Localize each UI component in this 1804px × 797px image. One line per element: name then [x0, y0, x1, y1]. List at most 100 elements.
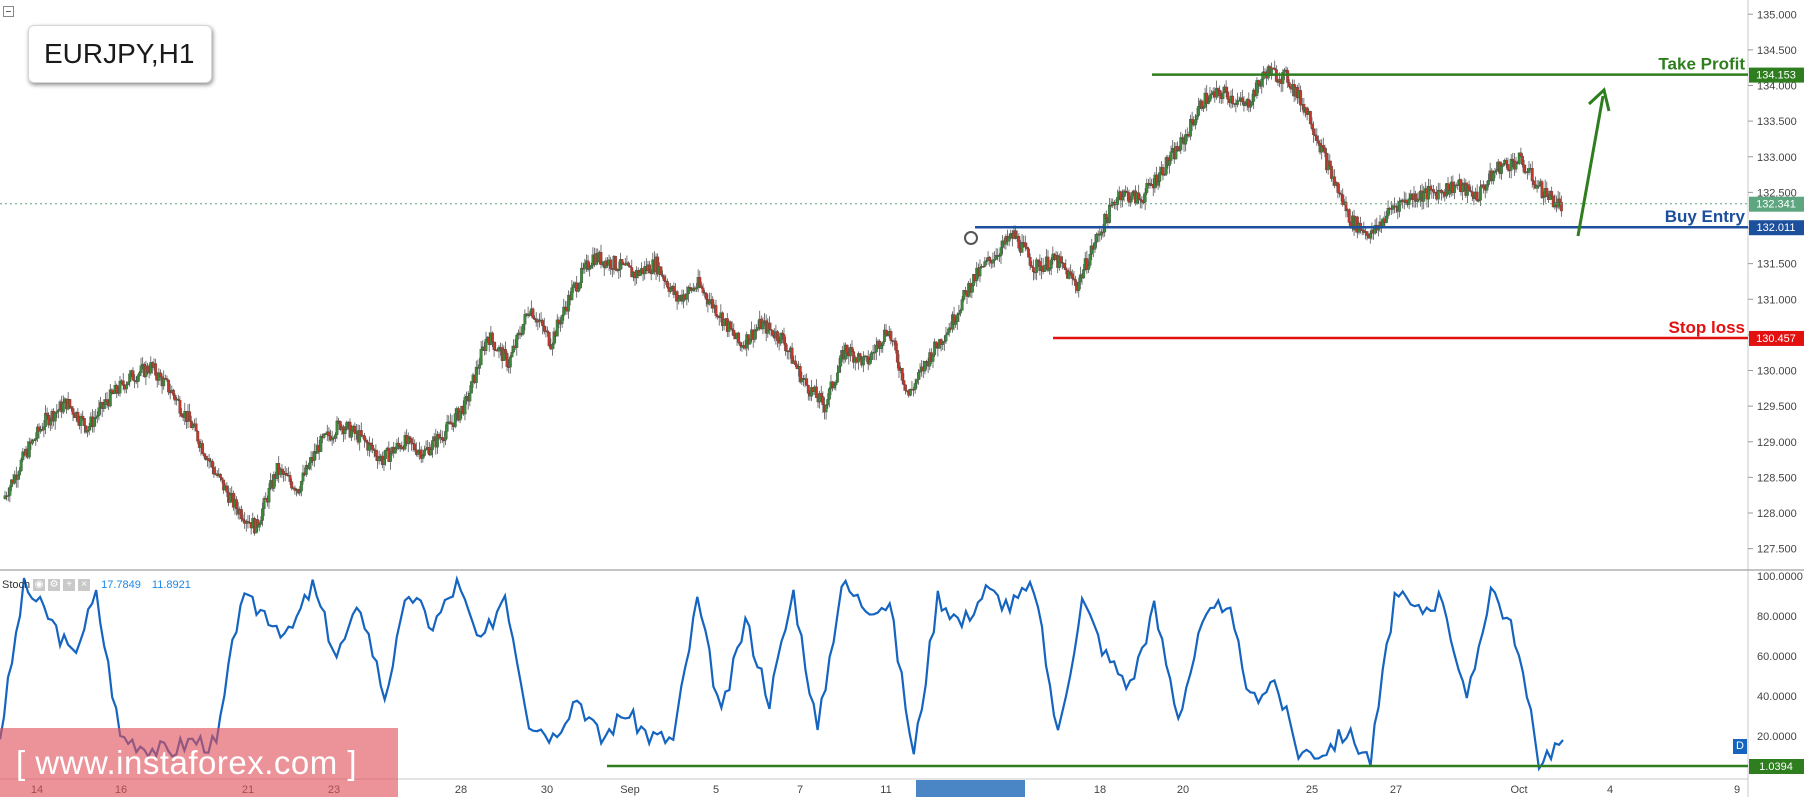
candle-body: [1240, 97, 1244, 102]
candle-body: [45, 412, 49, 416]
buy-entry-value: 132.011: [1757, 222, 1796, 234]
candle-body: [1500, 165, 1503, 174]
stoch-tick-label-1: 80.0000: [1757, 611, 1797, 623]
candle-body: [81, 415, 85, 419]
candle-body: [701, 287, 705, 293]
stochastic-series[interactable]: [0, 575, 1564, 772]
candle-body: [1559, 202, 1563, 212]
candle-body: [588, 267, 592, 270]
candle-body: [298, 490, 302, 494]
take-profit-tag: 134.153: [1749, 67, 1804, 83]
more-icon[interactable]: +: [63, 579, 76, 591]
candle-body: [562, 306, 566, 316]
candle-body: [1404, 199, 1408, 203]
candle-body: [1478, 186, 1482, 201]
candle-body: [1226, 91, 1230, 100]
candle-body: [8, 486, 12, 496]
candle-body: [176, 398, 180, 401]
candle-body: [546, 330, 549, 333]
candle-body: [638, 271, 642, 276]
candle-body: [1545, 188, 1549, 197]
close-icon[interactable]: ×: [78, 579, 91, 591]
current-price-tag: 132.341: [1749, 196, 1804, 212]
candle-body: [444, 431, 447, 441]
candle-body: [31, 439, 34, 444]
candle-body: [110, 389, 114, 394]
candle-body: [1077, 281, 1081, 291]
candle-body: [1218, 89, 1222, 96]
candle-body: [861, 356, 865, 366]
candle-body: [68, 399, 72, 407]
symbol-title[interactable]: EURJPY,H1: [28, 25, 212, 83]
candle-body: [210, 460, 214, 468]
collapse-icon[interactable]: [3, 6, 14, 17]
candle-body: [1059, 256, 1063, 263]
candle-body: [319, 435, 323, 452]
candle-body: [350, 430, 354, 438]
price-tick-label-4: 133.000: [1757, 152, 1797, 164]
candle-body: [1064, 267, 1068, 271]
candle-body: [1216, 88, 1220, 91]
candle-body: [1017, 236, 1021, 249]
candle-body: [1244, 102, 1248, 106]
candle-body: [95, 415, 99, 418]
gear-icon[interactable]: ⚙: [48, 579, 61, 591]
candle-body: [429, 449, 433, 456]
candle-body: [1138, 198, 1142, 201]
price-axis[interactable]: 135.000 134.500 134.000 133.500 133.000 132.5…: [1748, 9, 1797, 556]
candle-body: [1169, 151, 1173, 161]
candle-body: [1036, 259, 1040, 262]
candle-body: [125, 384, 128, 390]
candle-body: [484, 339, 488, 351]
candle-body: [572, 284, 575, 288]
stoch-tick-label-3: 40.0000: [1757, 691, 1797, 703]
candle-body: [162, 378, 166, 387]
stoch-k-value: 17.7849: [101, 579, 141, 591]
candle-body: [159, 372, 162, 377]
candle-body: [261, 508, 264, 521]
candle-body: [393, 448, 397, 454]
candle-body: [6, 495, 10, 497]
candle-body: [957, 312, 961, 315]
candle-body: [167, 379, 171, 393]
candle-body: [108, 389, 112, 407]
candle-body: [695, 287, 698, 290]
candle-body: [301, 472, 305, 482]
candle-body: [421, 455, 425, 459]
candle-body: [241, 518, 245, 521]
candle-body: [805, 378, 809, 386]
candle-body: [685, 293, 689, 300]
eye-icon[interactable]: ◉: [33, 579, 46, 591]
candle-body: [669, 288, 673, 292]
stoch-tick-label-4: 20.0000: [1757, 731, 1797, 743]
candle-body: [474, 366, 478, 383]
buy-entry-tag: 132.011: [1749, 220, 1804, 236]
candle-body: [627, 262, 630, 266]
stoch-axis: 100.0000 80.0000 60.0000 40.0000 20.0000: [1757, 571, 1803, 743]
candle-body: [377, 457, 381, 462]
time-label-8: 7: [797, 784, 803, 796]
candle-body: [1210, 93, 1214, 96]
candle-body: [225, 485, 229, 493]
candle-body: [753, 330, 757, 340]
candle-body: [913, 383, 917, 390]
candle-body: [188, 411, 192, 422]
candle-body: [688, 286, 692, 289]
time-label-11: 18: [1094, 784, 1106, 796]
candle-body: [1095, 234, 1099, 243]
candle-body: [1397, 201, 1401, 212]
candle-body: [889, 331, 893, 341]
candle-body: [609, 259, 613, 269]
candle-body: [814, 386, 818, 398]
candle-body: [196, 431, 200, 442]
candlestick-series[interactable]: [3, 60, 1563, 536]
entry-marker-icon[interactable]: [964, 231, 978, 245]
candle-body: [1028, 257, 1032, 266]
candle-body: [806, 385, 810, 394]
candle-body: [769, 329, 773, 331]
candle-body: [665, 281, 669, 288]
candle-body: [748, 339, 752, 345]
candle-body: [819, 393, 823, 397]
candle-body: [904, 384, 907, 391]
candle-body: [1121, 196, 1124, 201]
